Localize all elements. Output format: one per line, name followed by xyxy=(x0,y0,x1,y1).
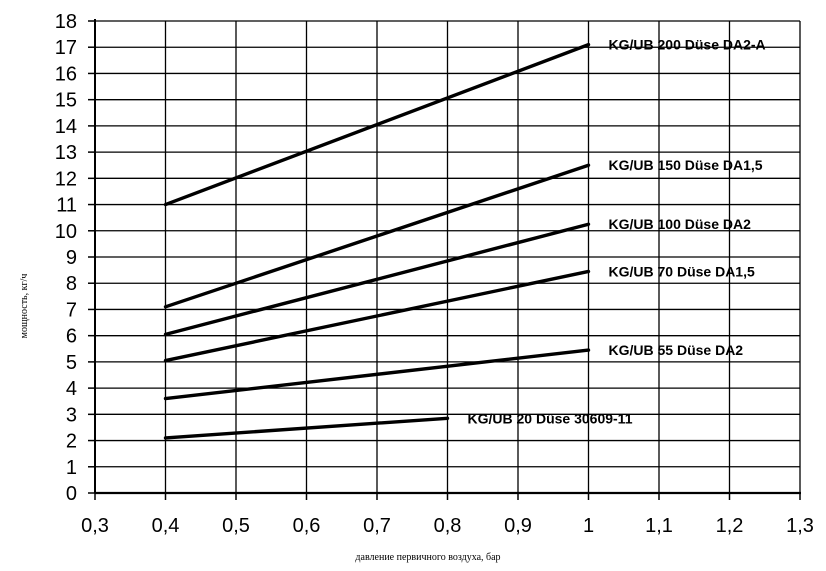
series-label-5: KG/UB 20 Düse 30609-11 xyxy=(468,410,633,426)
y-tick-label: 10 xyxy=(55,221,77,243)
x-tick-label: 0,6 xyxy=(293,515,321,537)
series-line-4 xyxy=(163,348,591,401)
y-tick-label: 3 xyxy=(66,404,77,426)
series-label-2: KG/UB 100 Düse DA2 xyxy=(609,216,752,232)
series-lines xyxy=(163,42,591,440)
y-tick-label: 14 xyxy=(55,116,77,138)
series-label-4: KG/UB 55 Düse DA2 xyxy=(609,342,744,358)
series-label-1: KG/UB 150 Düse DA1,5 xyxy=(609,157,763,173)
x-tick-label: 0,4 xyxy=(152,515,180,537)
x-tick-label: 1,1 xyxy=(645,515,673,537)
series-label-3: KG/UB 70 Düse DA1,5 xyxy=(609,263,755,279)
y-tick-label: 17 xyxy=(55,37,77,59)
series-label-0: KG/UB 200 Düse DA2-A xyxy=(609,37,766,53)
x-tick-label: 0,9 xyxy=(504,515,532,537)
y-tick-label: 7 xyxy=(66,299,77,321)
y-tick-label: 4 xyxy=(66,378,77,400)
x-tick-label: 1,3 xyxy=(786,515,814,537)
y-tick-label: 6 xyxy=(66,326,77,348)
y-tick-label: 2 xyxy=(66,431,77,453)
x-tick-label: 0,3 xyxy=(81,515,109,537)
series-line-2 xyxy=(163,222,591,337)
y-tick-label: 13 xyxy=(55,142,77,164)
y-tick-label: 16 xyxy=(55,63,77,85)
y-tick-label: 11 xyxy=(56,195,77,217)
y-tick-label: 18 xyxy=(55,11,77,33)
y-tick-label: 5 xyxy=(66,352,77,374)
x-tick-label: 0,7 xyxy=(363,515,391,537)
x-tick-label: 0,5 xyxy=(222,515,250,537)
y-tick-label: 12 xyxy=(55,168,77,190)
series-line-0 xyxy=(163,42,591,207)
series-labels: KG/UB 200 Düse DA2-A KG/UB 150 Düse DA1,5… xyxy=(468,37,766,427)
y-tick-label: 8 xyxy=(66,273,77,295)
y-tick-label: 1 xyxy=(66,457,77,479)
y-tick-label: 0 xyxy=(66,483,77,505)
axes xyxy=(88,19,801,500)
series-line-1 xyxy=(163,163,591,309)
x-tick-label: 0,8 xyxy=(434,515,462,537)
y-tick-label: 9 xyxy=(66,247,77,269)
series-line-5 xyxy=(163,416,450,440)
y-tick-label: 15 xyxy=(55,90,77,112)
x-tick-label: 1,2 xyxy=(716,515,744,537)
x-tick-label: 1 xyxy=(583,515,594,537)
y-axis-title: мощность, кг/ч xyxy=(19,274,30,339)
series-line-3 xyxy=(163,269,591,363)
grid xyxy=(95,20,801,493)
x-axis-title: давление первичного воздуха, бар xyxy=(355,552,500,563)
